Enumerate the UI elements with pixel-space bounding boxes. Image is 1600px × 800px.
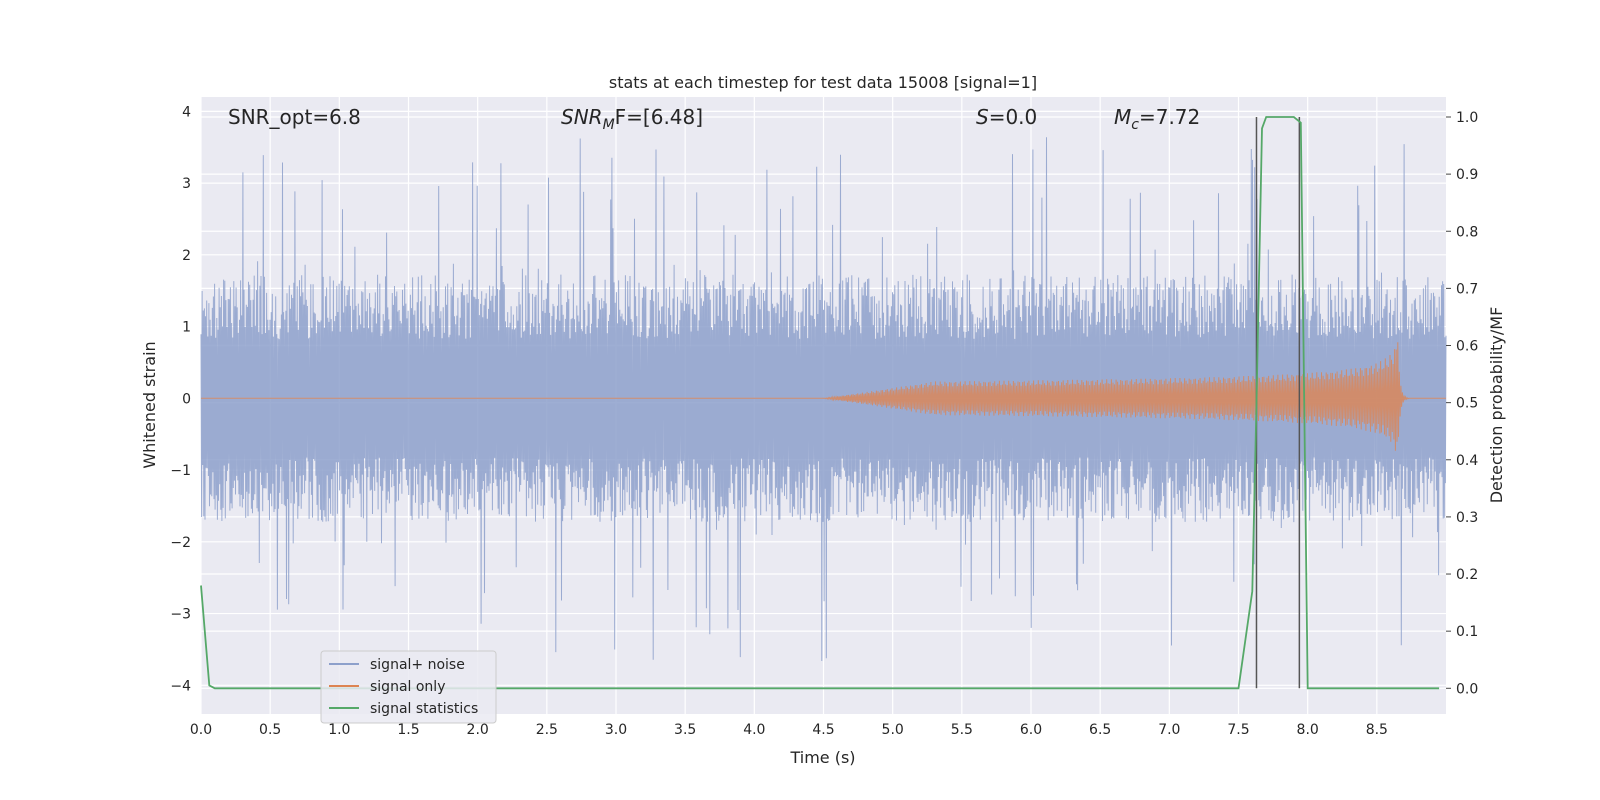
y-axis-label-left: Whitened strain <box>140 341 159 468</box>
x-tick-label: 4.5 <box>812 722 834 738</box>
y-tick-label-right: 0.9 <box>1456 167 1478 183</box>
x-tick-label: 8.0 <box>1297 722 1319 738</box>
y-tick-label-right: 0.4 <box>1456 453 1478 469</box>
annotation-s-main: S <box>976 105 989 129</box>
annotation-mc: Mc=7.72 <box>1114 105 1200 133</box>
series-signal-noise <box>200 137 1447 662</box>
x-tick-label: 2.5 <box>536 722 558 738</box>
x-tick-label: 0.0 <box>190 722 212 738</box>
legend-label-noise: signal+ noise <box>370 657 465 673</box>
annotation-s: S=0.0 <box>976 105 1037 129</box>
legend-label-signal: signal only <box>370 679 445 695</box>
annotation-snr-mf-main: SNR <box>561 105 603 129</box>
y-tick-label-right: 0.7 <box>1456 281 1478 297</box>
y-tick-label-right: 1.0 <box>1456 110 1478 126</box>
annotation-s-rest: =0.0 <box>989 105 1038 129</box>
y-tick-label-left: −1 <box>170 463 191 479</box>
x-tick-label: 5.5 <box>951 722 973 738</box>
series-signal-statistics <box>200 116 1440 690</box>
y-tick-label-right: 0.6 <box>1456 339 1478 355</box>
y-tick-label-right: 0.1 <box>1456 624 1478 640</box>
y-tick-label-left: −3 <box>170 607 191 623</box>
x-axis-label: Time (s) <box>789 748 855 767</box>
legend: signal+ noise signal only signal statist… <box>320 650 497 724</box>
annotation-snr-opt: SNR_opt=6.8 <box>228 105 361 129</box>
x-tick-label: 2.0 <box>467 722 489 738</box>
y-tick-label-left: 2 <box>182 248 191 264</box>
x-tick-label: 7.5 <box>1227 722 1249 738</box>
series-signal-only <box>201 342 1446 451</box>
x-tick-label: 3.0 <box>605 722 627 738</box>
x-tick-label: 6.0 <box>1020 722 1042 738</box>
y-tick-label-right: 0.2 <box>1456 567 1478 583</box>
x-tick-label: 1.5 <box>397 722 419 738</box>
y-tick-label-right: 0.8 <box>1456 224 1478 240</box>
legend-box <box>320 650 497 724</box>
x-tick-label: 1.0 <box>328 722 350 738</box>
y-tick-label-left: −4 <box>170 678 191 694</box>
y-tick-label-left: 4 <box>182 104 191 120</box>
x-tick-label: 3.5 <box>674 722 696 738</box>
x-tick-label: 5.0 <box>882 722 904 738</box>
y-tick-label-left: −2 <box>170 535 191 551</box>
y-tick-label-right: 0.5 <box>1456 396 1478 412</box>
y-tick-label-right: 0.3 <box>1456 510 1478 526</box>
y-tick-label-right: 0.0 <box>1456 681 1478 697</box>
x-tick-label: 4.0 <box>743 722 765 738</box>
y-tick-label-left: 1 <box>182 320 191 336</box>
annotation-mc-sub: c <box>1131 117 1139 133</box>
x-tick-label: 7.0 <box>1158 722 1180 738</box>
x-tick-label: 8.5 <box>1366 722 1388 738</box>
y-axis-label-right: Detection probability/MF <box>1487 307 1506 504</box>
x-tick-label: 0.5 <box>259 722 281 738</box>
annotation-mc-main: M <box>1114 105 1131 129</box>
annotation-mc-rest: =7.72 <box>1139 105 1200 129</box>
y-tick-label-left: 0 <box>182 391 191 407</box>
x-tick-label: 6.5 <box>1089 722 1111 738</box>
annotation-snr-mf-rest: F=[6.48] <box>615 105 703 129</box>
legend-label-stats: signal statistics <box>370 701 478 717</box>
chart-title: stats at each timestep for test data 150… <box>609 73 1037 92</box>
y-tick-label-left: 3 <box>182 176 191 192</box>
annotation-snr-mf-sub: M <box>603 117 615 133</box>
annotation-snr-mf: SNRMF=[6.48] <box>561 105 703 133</box>
